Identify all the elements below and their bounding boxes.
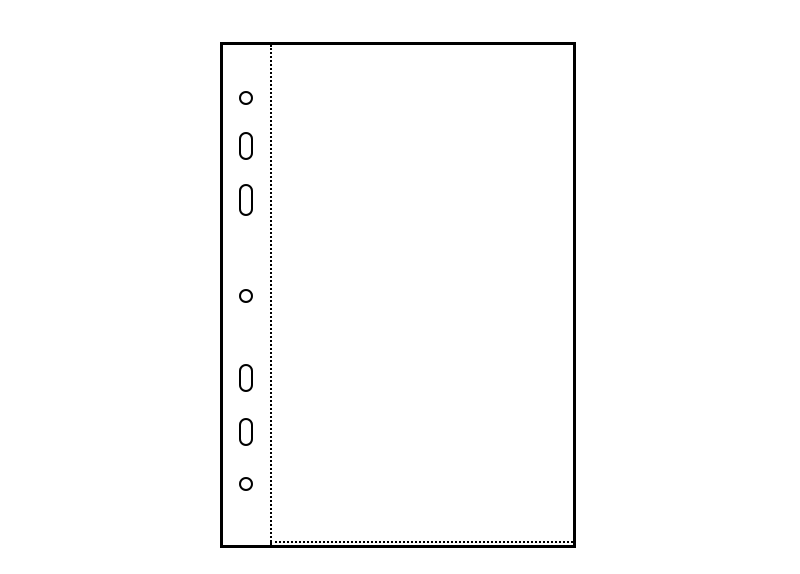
punch-hole-2 (239, 132, 253, 160)
punch-hole-3 (239, 184, 253, 216)
punched-pocket-diagram (0, 0, 800, 574)
binding-strip-seam-vertical (270, 45, 272, 545)
punch-hole-6 (239, 418, 253, 446)
punch-hole-5 (239, 364, 253, 392)
punch-hole-4 (239, 289, 253, 303)
sheet-outline (220, 42, 576, 548)
punch-hole-1 (239, 91, 253, 105)
punch-hole-7 (239, 477, 253, 491)
pocket-opening-seam-horizontal (270, 541, 573, 543)
